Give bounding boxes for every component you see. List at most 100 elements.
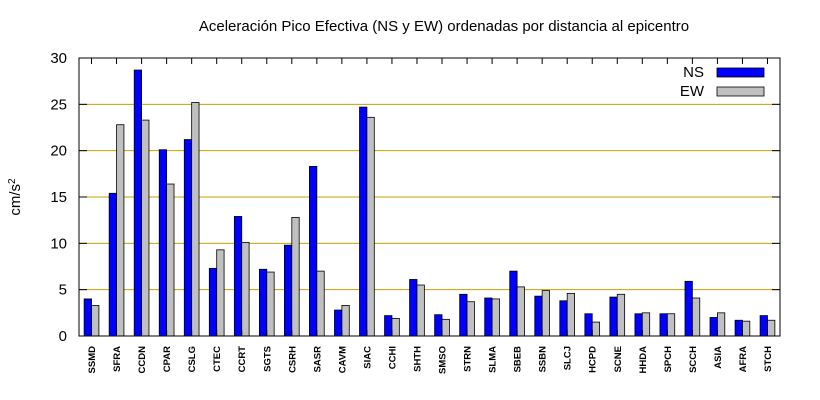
bar-ew-afra bbox=[742, 320, 751, 337]
x-tick-label: SASR bbox=[312, 346, 323, 373]
bar-ew-smso bbox=[441, 318, 450, 337]
bar-ew-csrh bbox=[291, 216, 300, 337]
x-tick-label: ASIA bbox=[713, 346, 724, 369]
bar-ns-cchi bbox=[384, 315, 393, 337]
bar-ew-sasr bbox=[316, 270, 325, 337]
x-tick-label: STCH bbox=[763, 346, 774, 372]
bar-ew-ssmd bbox=[91, 305, 100, 337]
bar-ew-hcpd bbox=[591, 321, 601, 337]
x-tick-label: HHDA bbox=[638, 346, 649, 374]
bar-ew-spch bbox=[666, 313, 676, 337]
y-axis-label-exponent: 2 bbox=[7, 178, 18, 184]
bar-ns-sgts bbox=[258, 268, 268, 337]
x-tick-label: SGTS bbox=[262, 346, 273, 372]
bar-ns-strn bbox=[459, 293, 468, 337]
x-tick-label: CSLG bbox=[187, 346, 198, 372]
x-tick-label: SSBN bbox=[538, 346, 549, 373]
y-tick-label: 30 bbox=[50, 50, 67, 67]
x-tick-label: CPAR bbox=[162, 346, 173, 372]
y-tick-label: 0 bbox=[59, 328, 67, 345]
bar-ew-slcj bbox=[566, 292, 575, 337]
bar-ns-spch bbox=[659, 313, 668, 337]
bar-ns-cpar bbox=[158, 149, 168, 337]
bar-ew-siac bbox=[366, 116, 375, 337]
bar-ew-asia bbox=[717, 312, 726, 337]
bar-ew-cslg bbox=[191, 102, 200, 337]
bar-ew-cavm bbox=[341, 305, 350, 337]
x-tick-label: CCDN bbox=[137, 346, 148, 374]
bar-ew-scch bbox=[691, 297, 701, 337]
bar-ns-cslg bbox=[183, 139, 193, 337]
x-tick-label: CTEC bbox=[212, 346, 223, 372]
bar-ns-afra bbox=[734, 319, 743, 337]
bar-ew-shth bbox=[416, 284, 425, 337]
bar-ew-scne bbox=[616, 293, 626, 337]
y-tick-label: 20 bbox=[50, 143, 67, 160]
bar-ns-scne bbox=[609, 296, 618, 337]
bar-ew-slma bbox=[491, 298, 500, 337]
x-tick-label: SHTH bbox=[412, 346, 423, 372]
bar-ew-ccrt bbox=[241, 242, 250, 337]
x-tick-label: SLCJ bbox=[563, 346, 574, 370]
bar-ns-asia bbox=[709, 317, 718, 337]
bar-ns-slcj bbox=[559, 300, 568, 337]
x-tick-label: SPCH bbox=[663, 346, 674, 373]
x-tick-label: SCNE bbox=[613, 346, 624, 372]
x-tick-label: SLMA bbox=[488, 346, 499, 373]
bar-ew-strn bbox=[466, 301, 475, 337]
bar-ns-ssmd bbox=[83, 298, 92, 337]
bar-ew-hhda bbox=[641, 312, 651, 337]
x-tick-label: SBEB bbox=[513, 346, 524, 373]
x-tick-label: AFRA bbox=[738, 346, 749, 373]
bar-ew-sfra bbox=[116, 124, 125, 337]
bar-ns-ctec bbox=[208, 267, 218, 337]
legend-swatch-ew bbox=[716, 86, 765, 97]
bar-ew-sgts bbox=[266, 271, 275, 337]
bar-ns-siac bbox=[359, 106, 368, 337]
x-tick-label: SMSO bbox=[438, 346, 449, 374]
y-axis-label: cm/s2 bbox=[7, 178, 25, 216]
labels-layer: 0 5 10 15 20 25 30 SSMD SFRA CCDN CPAR CSLG CTEC CCRT… bbox=[50, 50, 774, 374]
bar-ns-shth bbox=[409, 279, 418, 337]
x-tick-label: SSMD bbox=[87, 346, 98, 374]
x-tick-label: SFRA bbox=[112, 346, 123, 372]
ticks-layer bbox=[79, 57, 780, 337]
bar-ew-ctec bbox=[216, 249, 225, 337]
bar-ns-slma bbox=[484, 297, 493, 337]
chart-title: Aceleración Pico Efectiva (NS y EW) orde… bbox=[199, 18, 689, 35]
chart-legend: NS EW bbox=[680, 64, 765, 100]
x-tick-label: HCPD bbox=[588, 346, 599, 373]
bar-ns-ssbn bbox=[534, 295, 543, 337]
legend-swatch-ns bbox=[716, 67, 765, 78]
x-tick-label: CCHI bbox=[387, 346, 398, 369]
x-tick-label: SCCH bbox=[688, 346, 699, 373]
bars-layer bbox=[83, 69, 776, 337]
bar-ns-hcpd bbox=[584, 313, 593, 337]
bar-ns-hhda bbox=[634, 313, 643, 337]
legend-label-ew: EW bbox=[680, 83, 705, 100]
bar-ns-stch bbox=[759, 315, 768, 337]
bar-ns-smso bbox=[434, 314, 443, 337]
y-tick-label: 10 bbox=[50, 235, 67, 252]
x-tick-label: CAVM bbox=[337, 346, 348, 373]
bar-ew-ssbn bbox=[541, 290, 550, 337]
bar-ew-sbeb bbox=[516, 286, 525, 337]
bar-ns-sfra bbox=[108, 192, 117, 337]
bar-ns-sasr bbox=[309, 166, 318, 337]
x-tick-label: SIAC bbox=[362, 346, 373, 369]
bar-ns-ccrt bbox=[233, 216, 243, 337]
legend-label-ns: NS bbox=[683, 64, 704, 81]
bar-ns-ccdn bbox=[133, 69, 142, 337]
y-tick-label: 15 bbox=[50, 189, 67, 206]
bar-ew-stch bbox=[767, 319, 776, 337]
y-tick-label: 25 bbox=[50, 96, 67, 113]
y-tick-label: 5 bbox=[59, 282, 67, 299]
bar-ns-sbeb bbox=[509, 270, 518, 337]
bar-ns-cavm bbox=[334, 309, 343, 337]
bar-ns-csrh bbox=[284, 244, 293, 337]
x-tick-label: CCRT bbox=[237, 346, 248, 373]
x-tick-label: STRN bbox=[463, 346, 474, 372]
bar-ew-cpar bbox=[166, 183, 175, 337]
